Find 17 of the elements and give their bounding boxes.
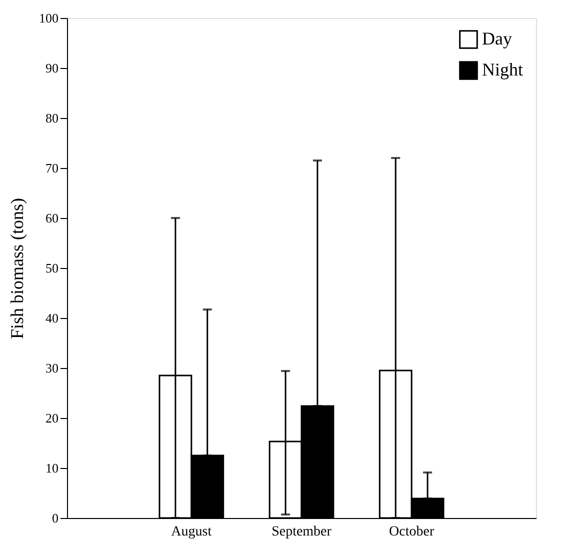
y-tick-label: 60: [46, 210, 58, 226]
y-tick-label: 80: [46, 110, 58, 126]
y-tick-label: 50: [46, 260, 58, 276]
y-tick-label: 0: [52, 510, 58, 526]
y-tick-label: 40: [46, 310, 58, 326]
y-tick-label: 100: [39, 10, 58, 26]
y-tick-label: 30: [46, 360, 58, 376]
x-tick-label: October: [389, 524, 434, 540]
legend-label: Night: [482, 60, 524, 80]
legend-label: Day: [482, 28, 512, 48]
y-tick-label: 70: [46, 160, 58, 176]
x-tick-label: September: [272, 524, 332, 540]
y-tick-label: 10: [46, 460, 58, 476]
y-axis-title: Fish biomass (tons): [7, 198, 27, 340]
x-tick-label: August: [171, 524, 212, 540]
y-tick-label: 20: [46, 410, 58, 426]
y-tick-label: 90: [46, 60, 58, 76]
